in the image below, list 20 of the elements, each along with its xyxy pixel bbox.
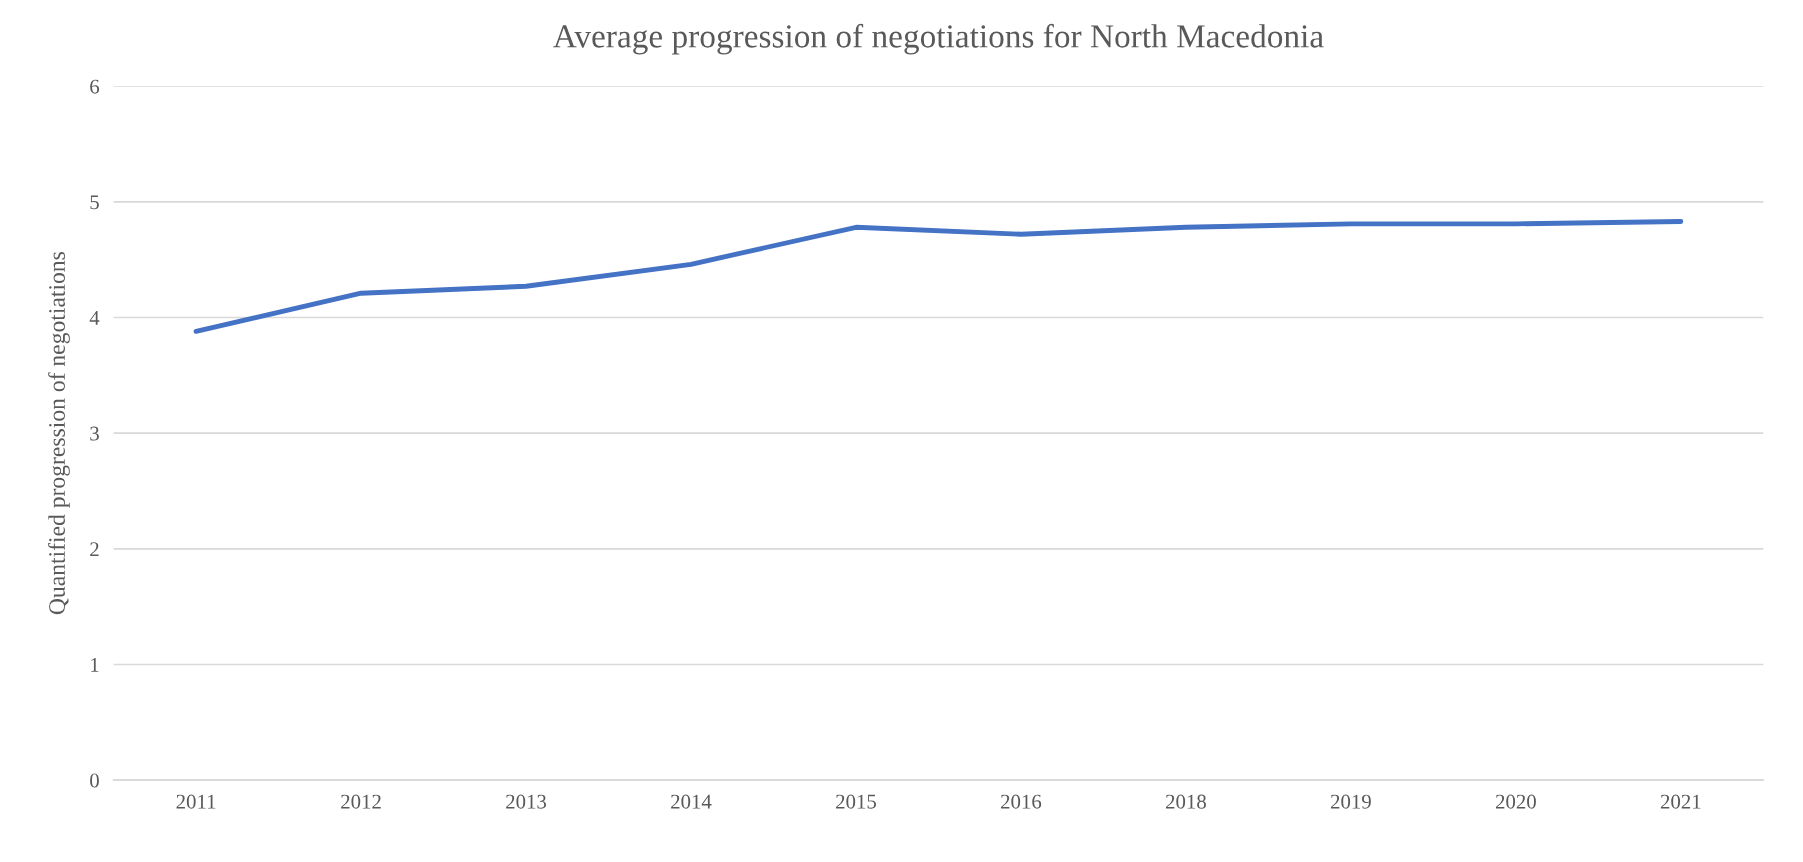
y-tick-label: 5 <box>90 195 99 210</box>
line-series <box>193 219 1684 334</box>
x-tick-label: 2015 <box>836 794 876 809</box>
x-tick-label: 2014 <box>671 794 712 809</box>
x-tick-label: 2013 <box>506 794 547 809</box>
x-tick-label: 2018 <box>1166 794 1206 809</box>
y-tick-label: 6 <box>90 79 100 94</box>
y-tick-label: 1 <box>91 657 99 672</box>
y-tick-label: 3 <box>90 426 99 441</box>
chart-title: Average progression of negotiations for North Macedonia <box>553 23 1324 55</box>
x-tick-label: 2016 <box>1001 794 1042 809</box>
y-tick-label: 2 <box>90 542 99 557</box>
y-tick-label: 4 <box>89 311 100 325</box>
y-tick-label: 0 <box>90 773 99 788</box>
x-tick-label: 2012 <box>341 794 381 809</box>
x-tick-label: 2021 <box>1660 794 1701 809</box>
x-tick-label: 2011 <box>176 794 216 809</box>
x-tick-label: 2020 <box>1495 794 1536 809</box>
y-axis-title: Quantified progression of negotiations <box>48 252 70 615</box>
x-tick-label: 2019 <box>1330 794 1371 809</box>
